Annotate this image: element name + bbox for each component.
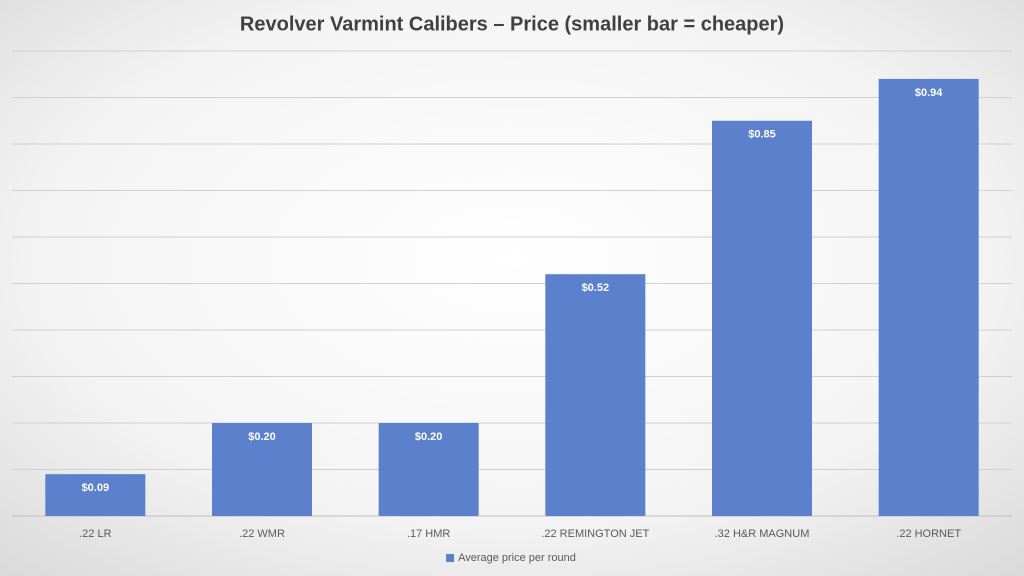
legend-swatch [446,554,455,562]
x-tick-label: .17 HMR [407,528,450,540]
x-tick-label: .32 H&R MAGNUM [715,528,810,540]
bar [878,78,979,517]
x-tick-label: .22 HORNET [896,528,961,540]
bar [712,120,812,516]
bar [545,274,646,516]
x-tick-label: .22 REMINGTON JET [541,528,649,540]
legend-label: Average price per round [458,552,576,564]
bar [45,474,146,516]
value-label: $0.94 [915,87,943,99]
x-tick-label: .22 LR [79,528,111,540]
x-tick-label: .22 WMR [239,528,285,540]
value-label: $0.20 [248,431,276,443]
value-label: $0.20 [415,431,443,443]
value-label: $0.52 [582,282,610,294]
bar [378,423,479,516]
value-label: $0.85 [748,129,776,141]
chart-title: Revolver Varmint Calibers – Price (small… [240,13,784,35]
value-label: $0.09 [82,482,110,494]
bar [212,423,312,516]
